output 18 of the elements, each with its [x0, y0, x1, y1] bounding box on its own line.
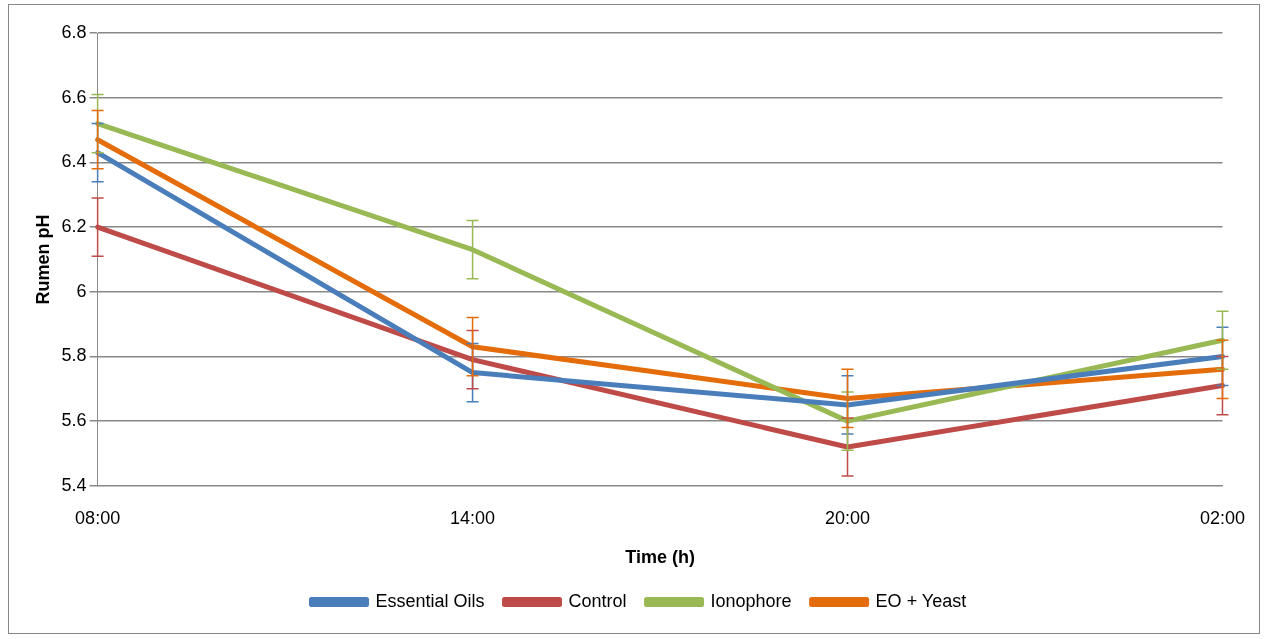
x-tick-label: 14:00	[450, 507, 496, 528]
y-tick-label: 5.6	[61, 410, 87, 431]
x-tick-label: 02:00	[1199, 507, 1245, 528]
y-tick-label: 6	[76, 280, 87, 301]
y-tick-label: 6.6	[61, 86, 87, 107]
y-axis-title: Rumen pH	[32, 214, 53, 305]
legend-label: Control	[568, 590, 627, 611]
y-tick-label: 6.2	[61, 216, 87, 237]
y-tick-label: 5.4	[61, 474, 87, 495]
legend-label: Ionophore	[710, 590, 792, 611]
x-axis-title: Time (h)	[625, 547, 695, 568]
y-tick-label: 5.8	[61, 345, 87, 366]
legend-label: EO + Yeast	[875, 590, 967, 611]
x-tick-label: 08:00	[75, 507, 121, 528]
legend-label: Essential Oils	[375, 590, 485, 611]
y-tick-label: 6.8	[61, 21, 87, 42]
y-tick-label: 6.4	[61, 151, 87, 172]
x-tick-label: 20:00	[825, 507, 871, 528]
